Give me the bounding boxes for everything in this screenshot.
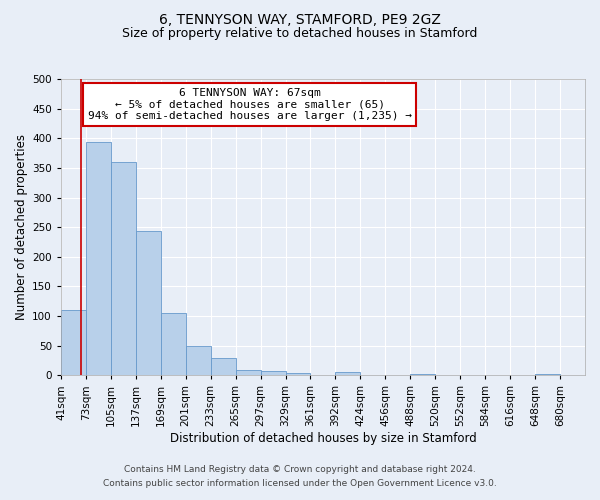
Bar [86, 142, 111, 376]
X-axis label: Distribution of detached houses by size in Stamford: Distribution of detached houses by size … [170, 432, 476, 445]
Text: 6, TENNYSON WAY, STAMFORD, PE9 2GZ: 6, TENNYSON WAY, STAMFORD, PE9 2GZ [159, 12, 441, 26]
Bar [61, 310, 86, 376]
Bar [236, 370, 260, 376]
Y-axis label: Number of detached properties: Number of detached properties [15, 134, 28, 320]
Text: Size of property relative to detached houses in Stamford: Size of property relative to detached ho… [122, 28, 478, 40]
Bar [260, 370, 286, 376]
Bar [286, 373, 310, 376]
Bar [211, 358, 236, 376]
Bar [535, 374, 560, 376]
Bar [335, 372, 361, 376]
Bar [161, 313, 186, 376]
Text: Contains HM Land Registry data © Crown copyright and database right 2024.
Contai: Contains HM Land Registry data © Crown c… [103, 466, 497, 487]
Bar [186, 346, 211, 376]
Bar [111, 162, 136, 376]
Bar [136, 232, 161, 376]
Text: 6 TENNYSON WAY: 67sqm
← 5% of detached houses are smaller (65)
94% of semi-detac: 6 TENNYSON WAY: 67sqm ← 5% of detached h… [88, 88, 412, 121]
Bar [410, 374, 435, 376]
